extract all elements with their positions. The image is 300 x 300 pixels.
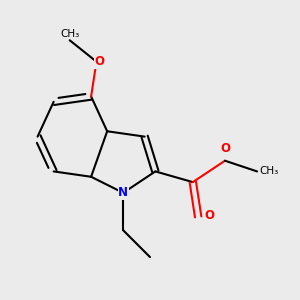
Text: O: O (220, 142, 230, 155)
Text: CH₃: CH₃ (260, 167, 279, 176)
Text: O: O (94, 55, 104, 68)
Text: methoxy: methoxy (64, 32, 70, 34)
Text: N: N (118, 186, 128, 199)
Text: O: O (205, 209, 215, 222)
Text: CH₃: CH₃ (60, 29, 79, 39)
